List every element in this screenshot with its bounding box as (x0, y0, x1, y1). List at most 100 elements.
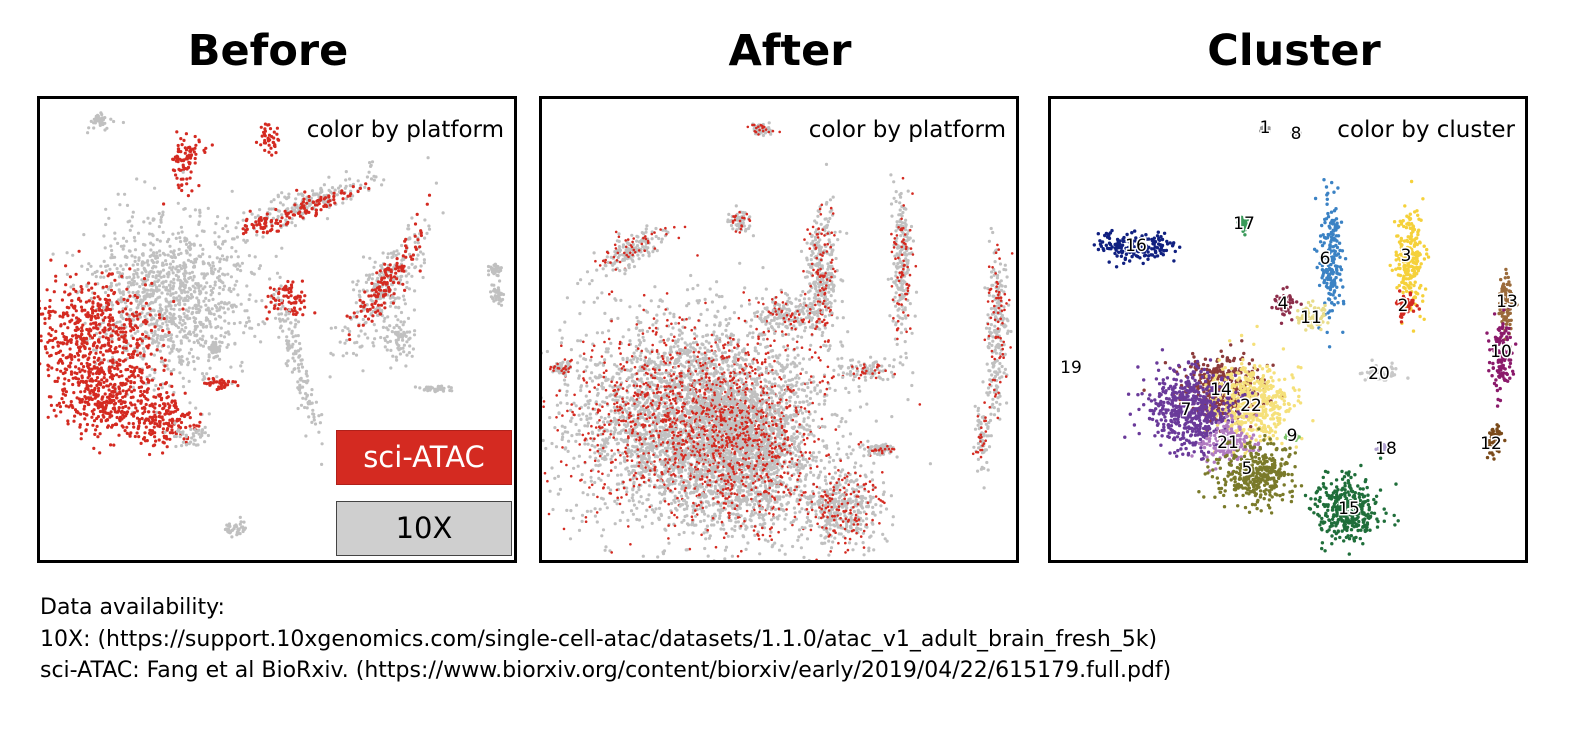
cell-point (193, 333, 197, 338)
cell-point (200, 433, 204, 438)
cell-point (299, 206, 303, 210)
cell-point (193, 134, 197, 139)
cell-point (764, 128, 768, 131)
cell-point (160, 308, 164, 312)
cell-point (277, 312, 281, 316)
cell-point (784, 333, 788, 336)
cell-point (88, 314, 92, 318)
cell-point (275, 126, 279, 130)
cell-point (202, 299, 206, 303)
cell-point (334, 326, 338, 330)
cell-point (162, 368, 166, 372)
cell-point (427, 224, 431, 228)
cell-point (284, 294, 289, 298)
cell-point (147, 232, 152, 236)
cell-point (314, 211, 318, 215)
cell-point (124, 404, 128, 408)
cell-point (213, 283, 217, 287)
cell-point (119, 330, 123, 334)
cell-point (215, 380, 219, 384)
cell-point (259, 340, 263, 344)
cell-point (290, 329, 294, 333)
cell-point (644, 227, 648, 231)
cell-point (177, 186, 181, 190)
cell-point (807, 262, 811, 267)
cell-point (303, 405, 307, 410)
cell-point (218, 357, 222, 361)
cell-point (164, 305, 168, 309)
cell-point (154, 288, 158, 292)
cell-point (382, 276, 386, 280)
cell-point (64, 264, 68, 268)
after-cloud-red-2 (731, 210, 752, 234)
cell-point (636, 235, 640, 239)
cell-point (226, 229, 230, 234)
cell-point (195, 424, 199, 428)
cell-point (293, 367, 297, 371)
cell-point (769, 311, 772, 315)
cell-point (342, 191, 346, 195)
cell-point (192, 274, 196, 278)
cell-point (611, 268, 615, 272)
cell-point (996, 385, 1000, 389)
cell-point (615, 239, 619, 243)
cell-point (395, 277, 399, 281)
cell-point (146, 346, 150, 350)
cell-point (810, 262, 814, 266)
cell-point (374, 329, 378, 333)
cell-point (803, 326, 808, 330)
cell-point (172, 296, 176, 300)
cell-point (136, 262, 140, 266)
cell-point (646, 241, 650, 245)
cell-point (110, 253, 114, 257)
cell-point (999, 339, 1003, 343)
cell-point (822, 318, 826, 322)
cell-point (734, 204, 738, 208)
cell-point (250, 271, 254, 275)
cell-point (998, 402, 1002, 406)
cell-point (215, 387, 219, 392)
cell-point (131, 355, 135, 359)
cell-point (192, 340, 196, 344)
cell-point (148, 415, 152, 419)
cell-point (637, 257, 641, 261)
cell-point (743, 229, 748, 233)
cell-point (175, 334, 179, 338)
cell-point (388, 263, 392, 267)
cell-point (1003, 367, 1007, 371)
cell-point (210, 343, 214, 347)
cell-point (177, 247, 181, 251)
cell-point (69, 340, 73, 344)
cell-point (245, 227, 249, 231)
cell-point (348, 177, 352, 181)
cell-point (106, 401, 110, 405)
cell-point (50, 338, 55, 343)
cell-point (277, 317, 282, 321)
cell-point (146, 216, 150, 220)
cell-point (364, 280, 368, 284)
cell-point (115, 283, 119, 287)
cell-point (823, 297, 828, 301)
cell-point (816, 233, 819, 236)
cell-point (84, 429, 88, 433)
cell-point (987, 346, 991, 350)
cell-point (416, 238, 420, 242)
cell-point (158, 249, 162, 253)
cell-point (93, 121, 97, 125)
cell-point (394, 267, 398, 271)
cell-point (116, 192, 120, 196)
cell-point (233, 283, 237, 287)
cell-point (80, 287, 84, 291)
cell-point (192, 242, 196, 246)
cell-point (624, 239, 627, 242)
cell-point (125, 203, 130, 207)
cell-point (181, 170, 185, 174)
cell-point (173, 403, 177, 407)
cell-point (247, 297, 251, 302)
cell-point (91, 309, 95, 313)
cell-point (396, 296, 400, 300)
cell-point (296, 320, 301, 324)
cell-point (157, 284, 162, 288)
cell-point (140, 263, 144, 267)
cell-point (94, 321, 98, 325)
